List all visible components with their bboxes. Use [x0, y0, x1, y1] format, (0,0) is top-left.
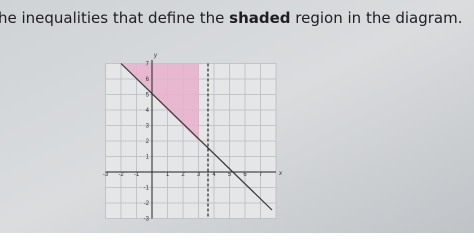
y-axis-label: y: [153, 53, 158, 59]
worksheet-photo: he inequalities that define the shaded r…: [0, 0, 474, 233]
x-axis-label: x: [278, 171, 283, 177]
x-tick-label: 6: [243, 172, 247, 178]
x-tick-label: 4: [212, 172, 216, 178]
instruction-part: region in the diagram.: [291, 9, 463, 27]
x-tick-label: 2: [181, 172, 185, 178]
instruction-part: he inequalities that define the: [0, 9, 229, 27]
x-tick-label: 7: [259, 172, 263, 178]
y-tick-label: 6: [146, 77, 150, 83]
x-tick-label: -3: [103, 172, 109, 178]
y-tick-label: -2: [144, 201, 150, 207]
y-tick-label: -1: [144, 186, 150, 192]
x-tick-label: 1: [166, 172, 170, 178]
instruction-bold: shaded: [229, 9, 290, 27]
y-tick-label: 5: [146, 93, 150, 99]
page: {"header": {"text_before": "he inequalit…: [0, 0, 474, 233]
boundary-line: [120, 63, 273, 211]
x-tick-label: -1: [134, 172, 140, 178]
x-tick-label: -2: [118, 172, 124, 178]
x-tick-label: 3: [197, 172, 201, 178]
instruction-text: he inequalities that define the shaded r…: [0, 9, 462, 27]
x-tick-label: 5: [228, 172, 232, 178]
y-tick-label: 7: [146, 62, 150, 68]
y-tick-label: 3: [146, 124, 150, 130]
y-tick-label: -3: [144, 217, 150, 223]
y-tick-label: 4: [146, 108, 150, 114]
y-tick-label: 2: [146, 139, 150, 145]
y-tick-label: 1: [146, 155, 150, 161]
